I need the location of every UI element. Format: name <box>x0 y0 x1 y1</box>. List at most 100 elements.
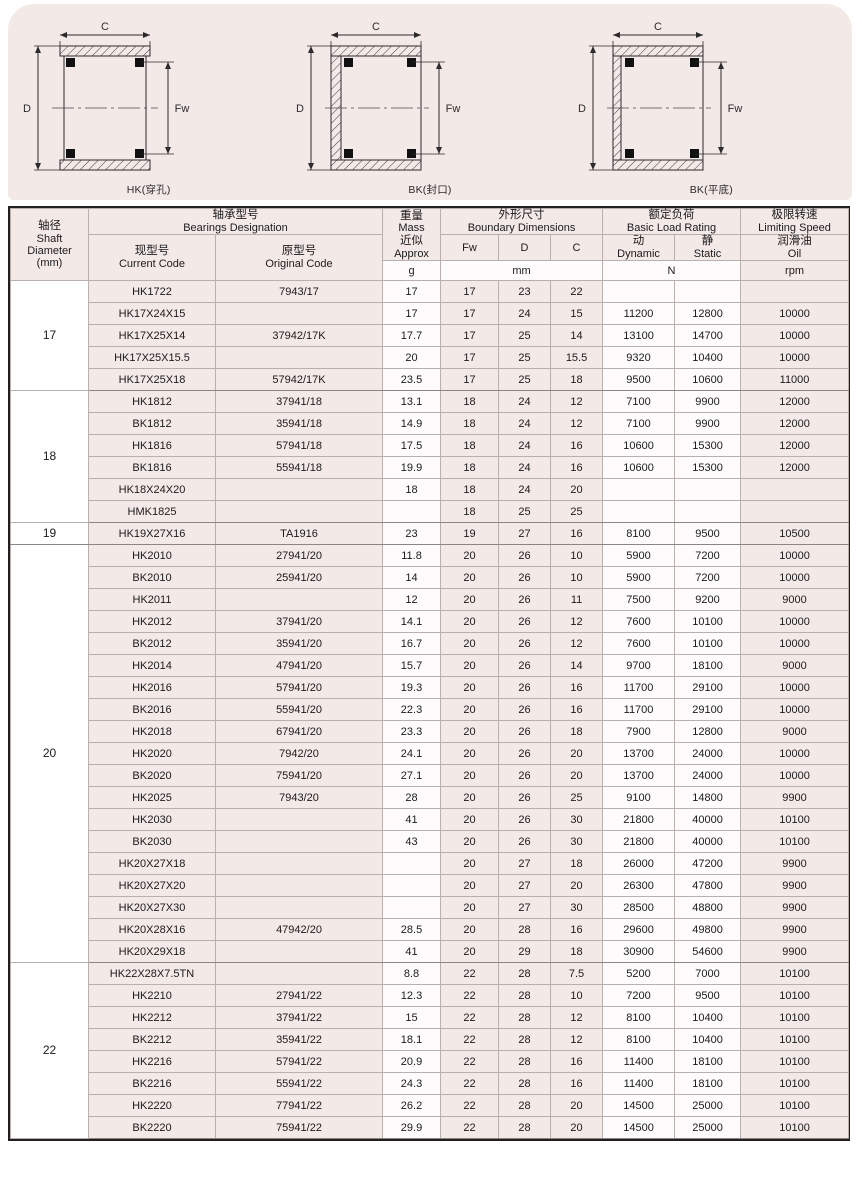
cell-fw: 20 <box>440 896 500 920</box>
cell-fw: 22 <box>440 1028 500 1052</box>
cell-dynamic: 7200 <box>602 984 676 1008</box>
cell-limiting-speed: 10100 <box>740 1006 850 1030</box>
table-row: HK2025 7943/20 28 20 26 25 9100 14800 9900 <box>11 786 850 810</box>
cell-fw: 20 <box>440 588 500 612</box>
cell-mass: 27.1 <box>382 764 442 788</box>
cell-d: 26 <box>498 720 552 744</box>
cell-c: 20 <box>550 874 604 898</box>
cell-limiting-speed: 10100 <box>740 984 850 1008</box>
table-body: 17 HK1722 7943/17 17 17 23 22 HK17X24X15 17 17 24 1… <box>10 280 850 1140</box>
cell-dynamic: 10600 <box>602 456 676 480</box>
table-row: HK20X27X18 20 27 18 26000 47200 9900 <box>11 852 850 876</box>
cell-c: 15.5 <box>550 346 604 370</box>
th-shaft-cn: 轴径 <box>38 219 61 232</box>
cell-limiting-speed: 10500 <box>740 522 850 546</box>
cell-static: 47200 <box>674 852 742 876</box>
cell-d: 24 <box>498 456 552 480</box>
cell-dynamic: 7600 <box>602 632 676 656</box>
cell-dynamic: 30900 <box>602 940 676 964</box>
th-shaft-en2: Diameter <box>27 244 72 257</box>
cell-dynamic: 13100 <box>602 324 676 348</box>
th-limiting-speed: 极限转速 Limiting Speed <box>740 207 850 236</box>
cell-fw: 22 <box>440 1094 500 1118</box>
cell-fw: 18 <box>440 412 500 436</box>
cell-static: 10400 <box>674 1028 742 1052</box>
th-designation: 轴承型号 Bearings Designation <box>87 207 384 236</box>
cell-fw: 20 <box>440 698 500 722</box>
cell-dynamic: 13700 <box>602 764 676 788</box>
cell-limiting-speed: 10000 <box>740 324 850 348</box>
cell-current-code: BK2216 <box>88 1072 216 1096</box>
svg-text:D: D <box>578 103 586 115</box>
cell-fw: 22 <box>440 1116 500 1140</box>
cell-current-code: BK1816 <box>88 456 216 480</box>
cell-dynamic: 26000 <box>602 852 676 876</box>
th-mass-en: Mass <box>398 222 425 235</box>
cell-c: 30 <box>550 808 604 832</box>
cell-limiting-speed: 10100 <box>740 1116 850 1140</box>
cell-mass: 14 <box>382 566 442 590</box>
cell-mass: 23.5 <box>382 368 442 392</box>
cell-current-code: HK22X28X7.5TN <box>88 962 216 986</box>
cell-limiting-speed: 10000 <box>740 632 850 656</box>
cell-dynamic <box>602 280 676 304</box>
cell-mass: 18 <box>382 478 442 502</box>
table-row: HK2016 57941/20 19.3 20 26 16 11700 29100 10000 <box>11 676 850 700</box>
cell-mass: 16.7 <box>382 632 442 656</box>
table-row: HK2210 27941/22 12.3 22 28 10 7200 9500 10100 <box>11 984 850 1008</box>
cell-d: 28 <box>498 984 552 1008</box>
cell-mass: 14.1 <box>382 610 442 634</box>
cell-limiting-speed: 9000 <box>740 654 850 678</box>
th-approx-cn: 近似 <box>400 234 424 247</box>
cell-d: 25 <box>498 500 552 524</box>
cell-fw: 20 <box>440 654 500 678</box>
table-row: HK2216 57941/22 20.9 22 28 16 11400 18100 10100 <box>11 1050 850 1074</box>
bk-closed-drawing: C D <box>296 21 461 171</box>
cell-c: 16 <box>550 1050 604 1074</box>
cell-mass: 20 <box>382 346 442 370</box>
table-row: BK2030 43 20 26 30 21800 40000 10100 <box>11 830 850 854</box>
cell-d: 28 <box>498 1028 552 1052</box>
cell-dynamic: 9500 <box>602 368 676 392</box>
figure-caption-bk-flat: BK(平底) <box>689 184 733 196</box>
svg-text:C: C <box>372 21 380 33</box>
cell-fw: 20 <box>440 566 500 590</box>
cell-d: 24 <box>498 412 552 436</box>
cell-current-code: HK2030 <box>88 808 216 832</box>
cell-static: 14700 <box>674 324 742 348</box>
cell-limiting-speed: 9000 <box>740 588 850 612</box>
cell-c: 10 <box>550 984 604 1008</box>
cell-original-code: 35941/22 <box>214 1028 384 1052</box>
cell-limiting-speed: 12000 <box>740 412 850 436</box>
th-unit-n: N <box>602 260 742 282</box>
cell-dynamic: 13700 <box>602 742 676 766</box>
cell-original-code: 7942/20 <box>214 742 384 766</box>
cell-fw: 22 <box>440 1050 500 1074</box>
cell-mass: 19.9 <box>382 456 442 480</box>
table-row: BK2012 35941/20 16.7 20 26 12 7600 10100 10000 <box>11 632 850 656</box>
cell-d: 26 <box>498 588 552 612</box>
cell-d: 24 <box>498 434 552 458</box>
cell-c: 16 <box>550 676 604 700</box>
cell-d: 25 <box>498 368 552 392</box>
cell-dynamic: 26300 <box>602 874 676 898</box>
cell-current-code: HK18X24X20 <box>88 478 216 502</box>
cell-mass: 28 <box>382 786 442 810</box>
cell-static <box>674 478 742 502</box>
cell-current-code: HK17X25X14 <box>88 324 216 348</box>
cell-mass <box>382 500 442 524</box>
cell-fw: 20 <box>440 610 500 634</box>
cell-mass <box>382 874 442 898</box>
cell-c: 16 <box>550 1072 604 1096</box>
cell-mass <box>382 896 442 920</box>
cell-c: 11 <box>550 588 604 612</box>
cell-d: 26 <box>498 544 552 568</box>
th-designation-cn: 轴承型号 <box>212 209 259 221</box>
bk-flat-drawing: C D <box>578 21 742 171</box>
cell-mass: 17.5 <box>382 434 442 458</box>
cell-dynamic: 9700 <box>602 654 676 678</box>
table-row: HK20X27X30 20 27 30 28500 48800 9900 <box>11 896 850 920</box>
table-row: HK2220 77941/22 26.2 22 28 20 14500 25000 10100 <box>11 1094 850 1118</box>
cell-limiting-speed: 10000 <box>740 610 850 634</box>
cell-d: 26 <box>498 764 552 788</box>
